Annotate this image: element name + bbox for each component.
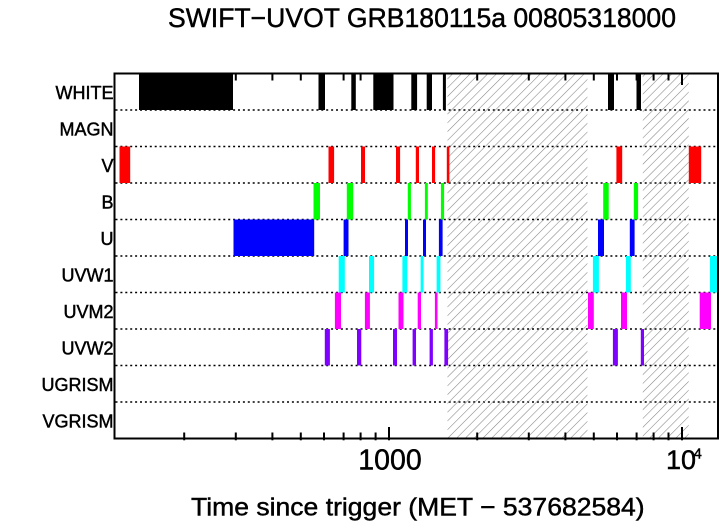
svg-text:V: V	[101, 156, 113, 176]
svg-text:UVW1: UVW1	[61, 266, 113, 286]
svg-text:SWIFT−UVOT GRB180115a 00805318: SWIFT−UVOT GRB180115a 00805318000	[168, 3, 676, 33]
svg-text:1000: 1000	[358, 444, 421, 476]
svg-text:B: B	[101, 193, 113, 213]
svg-text:VGRISM: VGRISM	[42, 412, 113, 432]
svg-text:UVW2: UVW2	[61, 339, 113, 359]
svg-text:UVM2: UVM2	[63, 302, 113, 322]
svg-text:MAGN: MAGN	[60, 120, 114, 140]
svg-text:WHITE: WHITE	[56, 83, 114, 103]
svg-text:UGRISM: UGRISM	[42, 375, 114, 395]
svg-text:10: 10	[666, 445, 696, 475]
svg-text:Time since trigger (MET − 5376: Time since trigger (MET − 537682584)	[191, 494, 645, 522]
svg-text:U: U	[101, 229, 114, 249]
svg-text:4: 4	[694, 447, 702, 463]
